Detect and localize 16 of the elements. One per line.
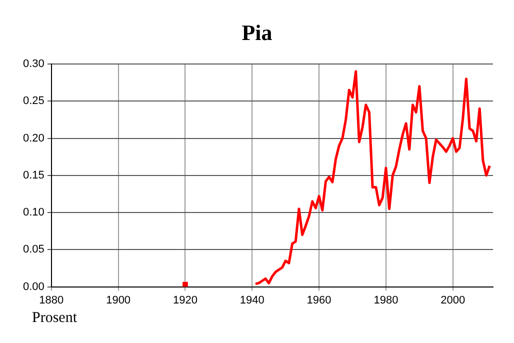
y-tick-label: 0.15 — [22, 169, 44, 182]
x-tick-label: 1960 — [306, 294, 332, 306]
x-tick-label: 1940 — [240, 294, 264, 306]
y-tick-label: 0.30 — [22, 58, 44, 70]
y-tick-label: 0.05 — [22, 244, 44, 256]
y-tick-label: 0.00 — [22, 280, 44, 293]
x-tick-label: 1980 — [374, 294, 398, 306]
x-tick-label: 1920 — [172, 294, 198, 306]
y-tick-label: 0.25 — [22, 95, 44, 108]
y-axis-title: Prosent — [32, 310, 77, 327]
x-tick-label: 1900 — [106, 294, 131, 306]
y-tick-label: 0.20 — [22, 132, 44, 144]
chart-title: Pia — [240, 20, 274, 46]
y-tick-label: 0.10 — [22, 206, 44, 219]
x-tick-label: 2000 — [440, 294, 466, 306]
x-tick-label: 1880 — [39, 294, 64, 306]
